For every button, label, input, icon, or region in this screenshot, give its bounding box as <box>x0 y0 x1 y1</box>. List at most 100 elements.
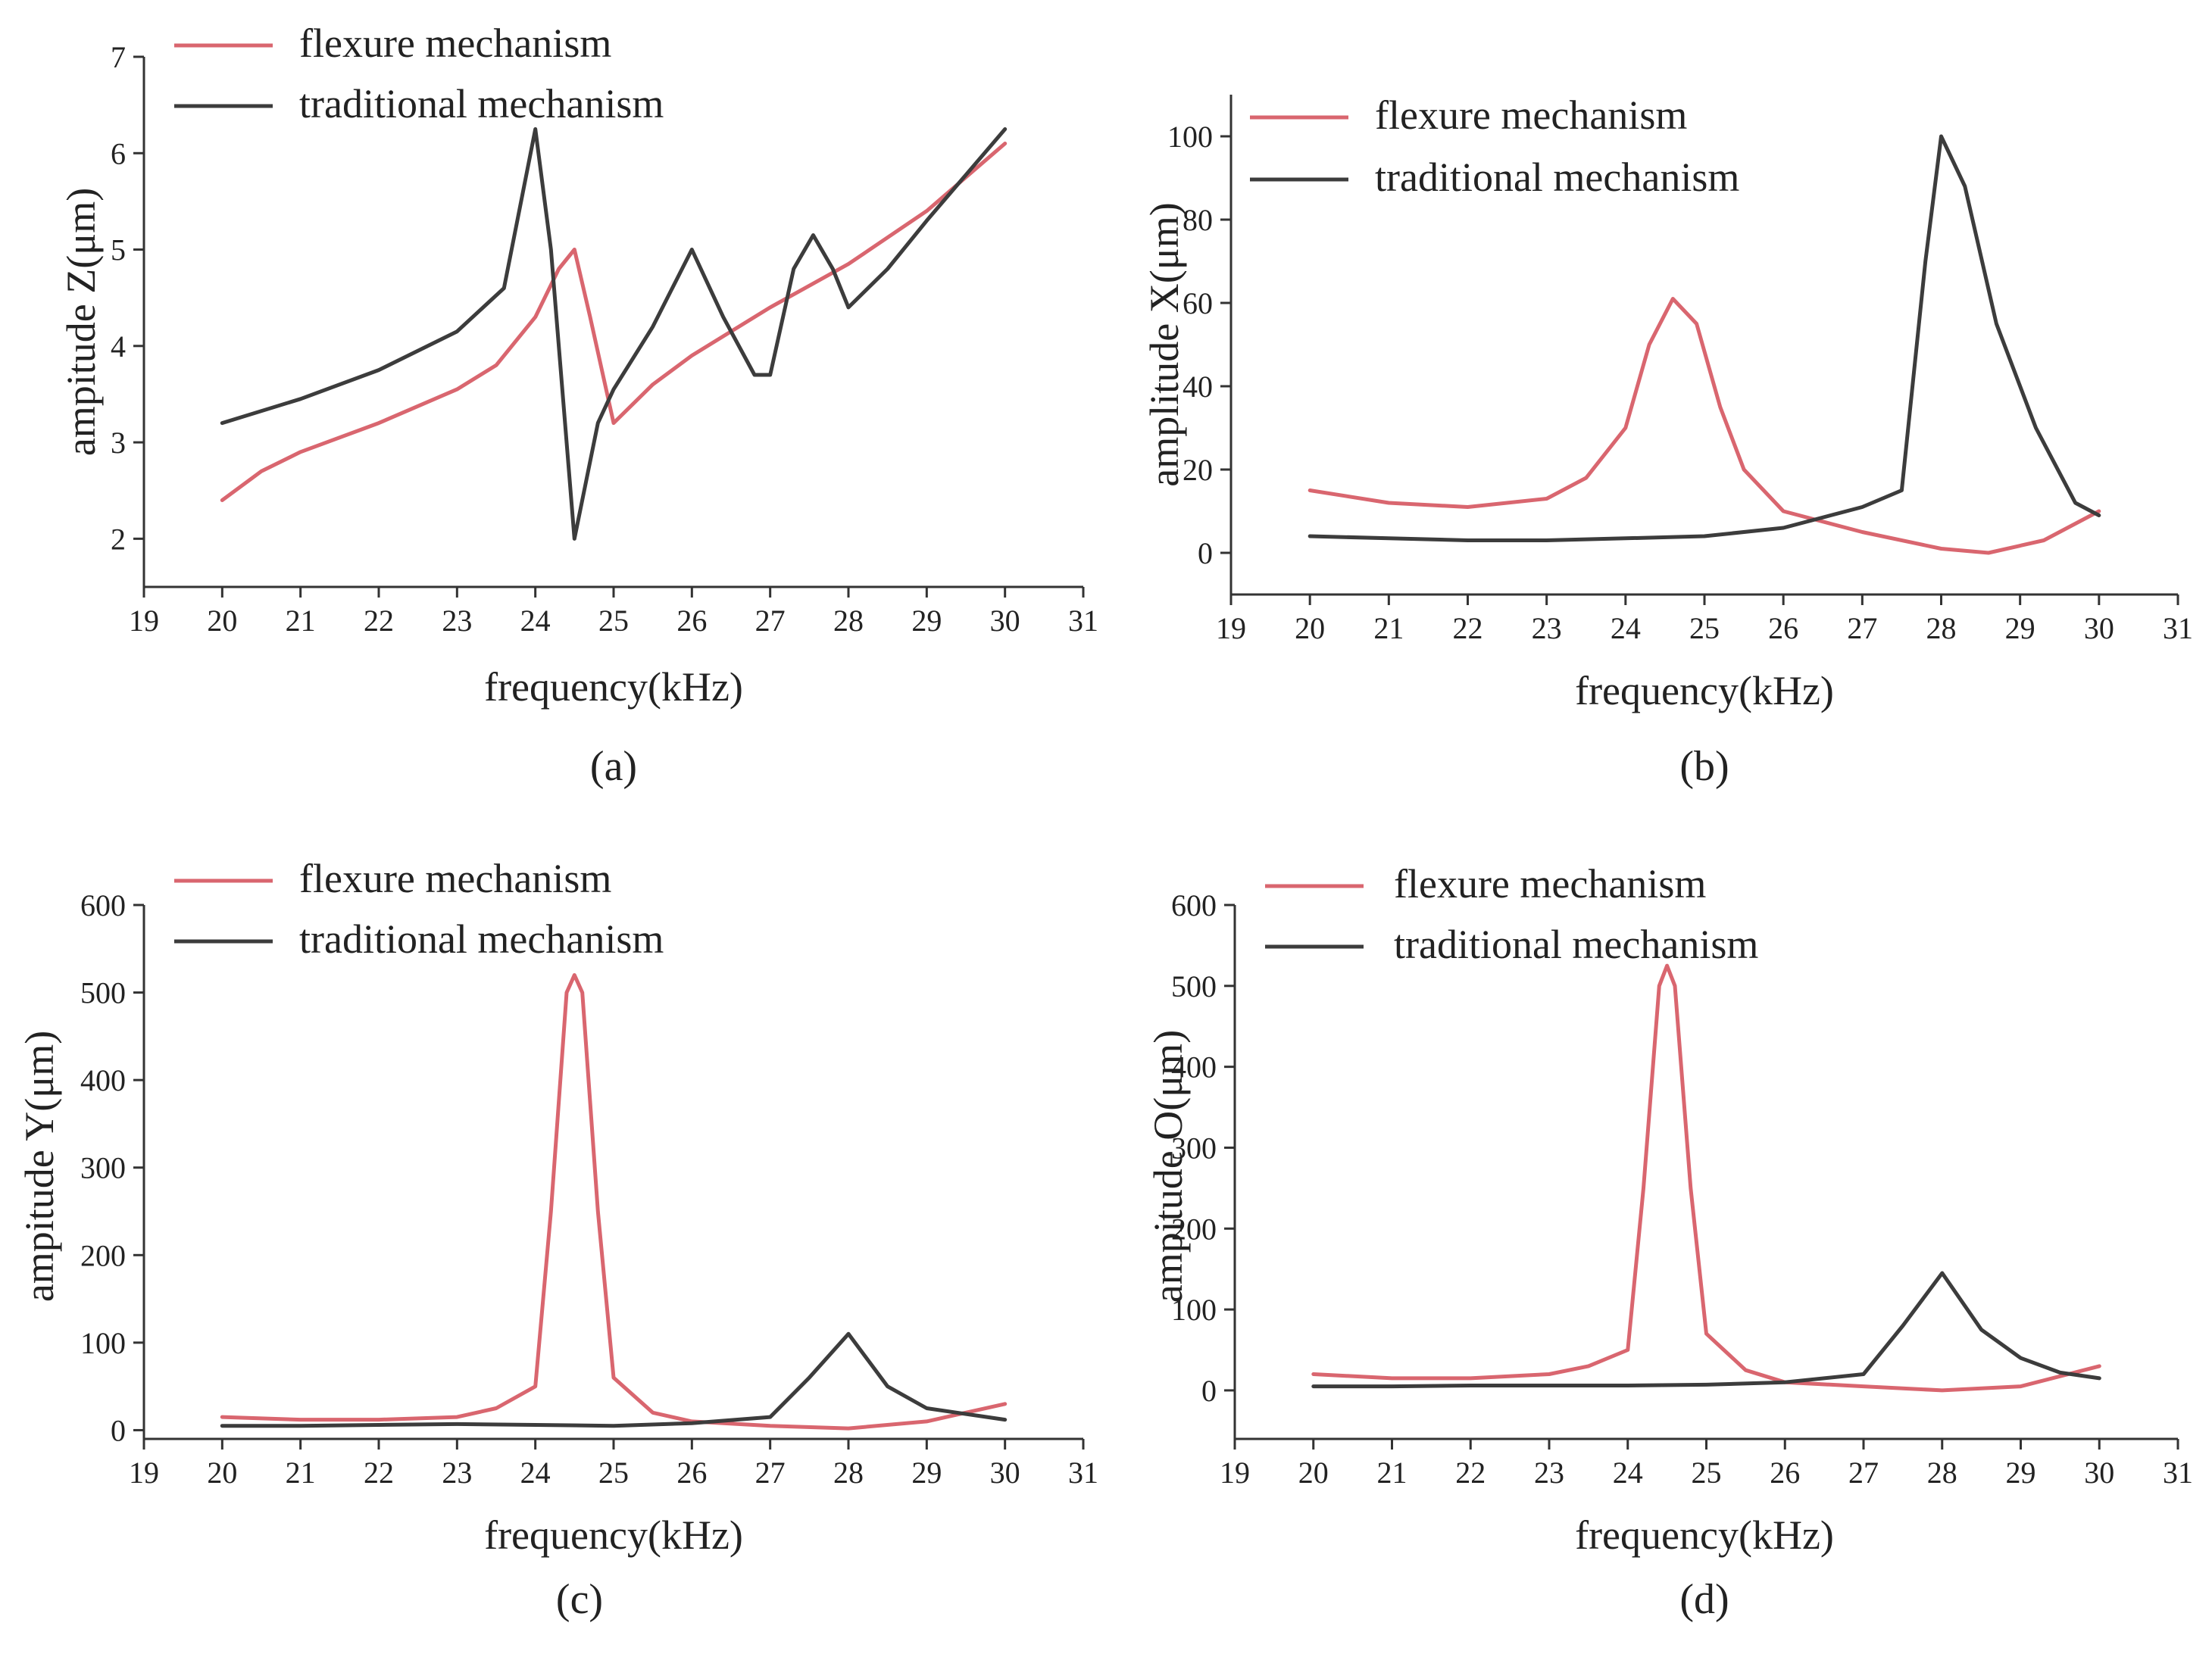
x-tick-label: 27 <box>755 1456 786 1490</box>
panel-a-axes <box>142 57 1083 588</box>
x-tick-label: 29 <box>911 1456 942 1490</box>
x-tick-label: 30 <box>990 604 1020 638</box>
panel-c-x-label: frequency(kHz) <box>484 1512 743 1558</box>
x-tick-label: 26 <box>676 1456 707 1490</box>
x-tick-label: 31 <box>1068 1456 1098 1490</box>
legend-label-traditional: traditional mechanism <box>299 916 664 962</box>
panel-b-label: (b) <box>1679 743 1729 790</box>
x-tick-label: 21 <box>1377 1456 1407 1490</box>
y-tick-label: 40 <box>1183 370 1213 404</box>
y-tick-label: 7 <box>111 40 126 74</box>
legend-label-traditional: traditional mechanism <box>1394 922 1758 967</box>
y-tick-label: 300 <box>1171 1131 1217 1165</box>
legend-label-traditional: traditional mechanism <box>299 81 664 126</box>
legend-label-flexure: flexure mechanism <box>1394 861 1706 907</box>
panel-d-x-label: frequency(kHz) <box>1575 1512 1834 1558</box>
x-tick-label: 25 <box>598 1456 629 1490</box>
y-tick-label: 500 <box>80 976 126 1010</box>
x-tick-label: 30 <box>990 1456 1020 1490</box>
x-tick-label: 23 <box>442 1456 472 1490</box>
x-tick-label: 19 <box>1220 1456 1250 1490</box>
panel-d-y-label: ampitude O(μm) <box>1145 1030 1191 1303</box>
panel-a-series <box>220 127 1008 541</box>
panel-c-legend: flexure mechanism traditional mechanism <box>174 856 664 962</box>
x-tick-label: 29 <box>2005 611 2035 645</box>
x-tick-label: 31 <box>1068 604 1098 638</box>
panel-c-series <box>220 973 1008 1431</box>
x-tick-label: 19 <box>129 604 159 638</box>
panel-d: 19 20 21 22 23 24 25 26 27 28 29 30 31 0 100 200 300 400 5… <box>1145 861 2193 1623</box>
x-tick-label: 26 <box>676 604 707 638</box>
y-tick-label: 6 <box>111 136 126 170</box>
series-line-traditional <box>220 1331 1008 1428</box>
x-tick-label: 25 <box>1689 611 1720 645</box>
x-tick-label: 22 <box>1455 1456 1486 1490</box>
x-tick-label: 31 <box>2163 611 2193 645</box>
y-tick-label: 400 <box>1171 1050 1217 1084</box>
x-tick-label: 27 <box>1848 1456 1879 1490</box>
panel-c: 19 20 21 22 23 24 25 26 27 28 29 30 31 0 100 200 300 400 5… <box>17 856 1098 1623</box>
x-tick-label: 19 <box>129 1456 159 1490</box>
panel-b-x-label: frequency(kHz) <box>1575 668 1834 713</box>
y-tick-label: 20 <box>1183 453 1213 487</box>
y-tick-label: 100 <box>80 1326 126 1360</box>
x-tick-label: 29 <box>2006 1456 2036 1490</box>
x-tick-label: 20 <box>1298 1456 1329 1490</box>
x-tick-label: 27 <box>755 604 786 638</box>
x-tick-label: 27 <box>1847 611 1877 645</box>
panel-c-ticks: 19 20 21 22 23 24 25 26 27 28 29 30 31 0 100 200 300 400 5… <box>80 888 1098 1490</box>
panel-d-ticks: 19 20 21 22 23 24 25 26 27 28 29 30 31 0 100 200 300 400 5… <box>1171 888 2193 1490</box>
y-tick-label: 5 <box>111 233 126 267</box>
x-tick-label: 22 <box>1453 611 1483 645</box>
panel-b-series <box>1308 134 2101 555</box>
series-line-flexure <box>1308 297 2101 555</box>
x-tick-label: 24 <box>1613 1456 1643 1490</box>
panel-d-label: (d) <box>1679 1576 1729 1623</box>
panel-b-y-label: amplitude X(μm) <box>1142 202 1187 486</box>
y-tick-label: 4 <box>111 329 126 364</box>
x-tick-label: 23 <box>442 604 472 638</box>
series-line-traditional <box>220 127 1008 541</box>
panel-a-legend: flexure mechanism traditional mechanism <box>174 20 664 126</box>
series-line-flexure <box>1311 963 2101 1393</box>
y-tick-label: 300 <box>80 1151 126 1185</box>
x-tick-label: 28 <box>833 604 864 638</box>
x-tick-label: 30 <box>2084 1456 2114 1490</box>
y-tick-label: 60 <box>1183 286 1213 320</box>
series-line-traditional <box>1308 134 2101 542</box>
x-tick-label: 31 <box>2163 1456 2193 1490</box>
panel-a-y-label: ampitude Z(μm) <box>58 188 104 456</box>
y-tick-label: 3 <box>111 426 126 460</box>
panel-d-series <box>1311 963 2101 1393</box>
panel-a-label: (a) <box>590 743 637 790</box>
y-tick-label: 80 <box>1183 203 1213 237</box>
x-tick-label: 25 <box>1692 1456 1722 1490</box>
legend-label-flexure: flexure mechanism <box>299 856 611 901</box>
series-line-flexure <box>220 142 1008 502</box>
panel-a-x-label: frequency(kHz) <box>484 664 743 710</box>
panel-c-label: (c) <box>556 1576 603 1623</box>
x-tick-label: 20 <box>207 1456 237 1490</box>
x-tick-label: 24 <box>1611 611 1641 645</box>
y-tick-label: 600 <box>1171 888 1217 922</box>
panel-b-ticks: 19 20 21 22 23 24 25 26 27 28 29 30 31 0 20 40 60 80 100 <box>1167 120 2193 645</box>
x-tick-label: 22 <box>364 604 394 638</box>
x-tick-label: 28 <box>833 1456 864 1490</box>
x-tick-label: 20 <box>207 604 237 638</box>
x-tick-label: 19 <box>1216 611 1246 645</box>
x-tick-label: 22 <box>364 1456 394 1490</box>
panel-d-axes <box>1233 905 2178 1440</box>
panel-b-legend: flexure mechanism traditional mechanism <box>1250 92 1739 200</box>
x-tick-label: 28 <box>1927 1456 1957 1490</box>
x-tick-label: 25 <box>598 604 629 638</box>
x-tick-label: 20 <box>1295 611 1325 645</box>
panel-c-y-label: ampitude Y(μm) <box>17 1031 62 1302</box>
x-tick-label: 23 <box>1532 611 1562 645</box>
y-tick-label: 200 <box>80 1238 126 1272</box>
y-tick-label: 0 <box>1198 536 1213 570</box>
x-tick-label: 30 <box>2084 611 2114 645</box>
x-tick-label: 28 <box>1926 611 1957 645</box>
